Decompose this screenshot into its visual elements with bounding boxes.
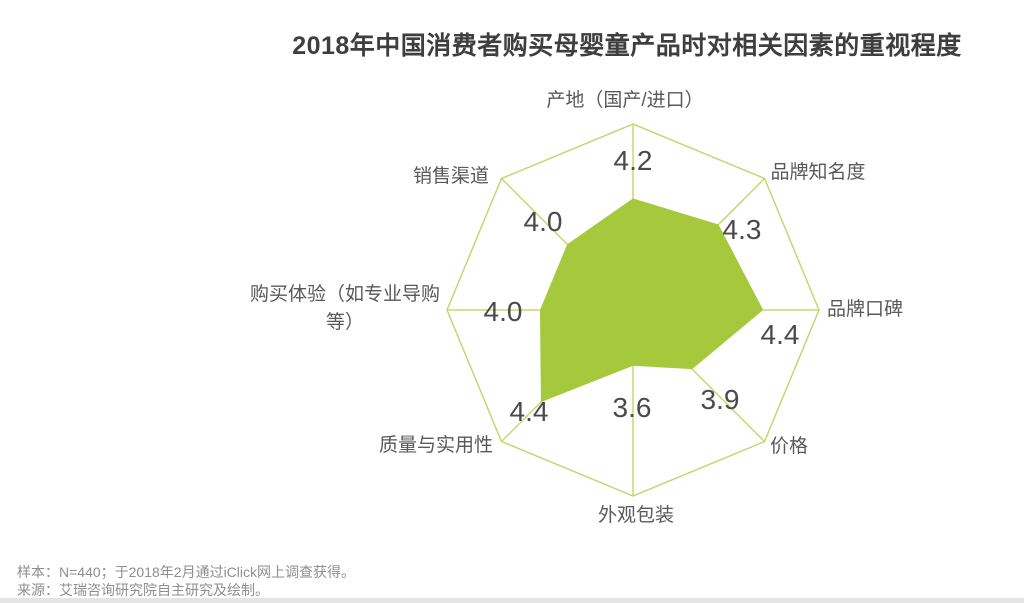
value-label: 3.9 xyxy=(700,384,740,415)
radar-data-area xyxy=(540,198,764,403)
axis-label: 质量与实用性 xyxy=(378,435,494,456)
footer-notes: 样本：N=440；于2018年2月通过iClick网上调查获得。 来源：艾瑞咨询… xyxy=(17,563,355,599)
value-label: 4.0 xyxy=(523,206,563,237)
axis-label: 品牌知名度 xyxy=(770,162,866,183)
axis-label: 品牌口碑 xyxy=(826,299,904,320)
axis-label: 销售渠道 xyxy=(412,166,490,187)
footer-sample-note: 样本：N=440；于2018年2月通过iClick网上调查获得。 xyxy=(17,564,356,580)
value-label: 4.3 xyxy=(722,214,762,245)
axis-label: 产地（国产/进口） xyxy=(546,90,704,111)
axis-label: 价格 xyxy=(769,436,809,457)
value-label: 4.4 xyxy=(509,396,549,427)
axis-label: 购买体验（如专业导购等） xyxy=(249,284,440,333)
bottom-edge-bar xyxy=(0,598,1024,603)
value-label: 4.4 xyxy=(760,319,800,350)
value-label: 4.2 xyxy=(613,145,653,176)
value-label: 3.6 xyxy=(612,392,652,423)
footer-source-note: 来源：艾瑞咨询研究院自主研究及绘制。 xyxy=(17,582,269,598)
value-label: 4.0 xyxy=(483,296,523,327)
axis-label: 外观包装 xyxy=(597,505,675,526)
chart-title: 2018年中国消费者购买母婴童产品时对相关因素的重视程度 xyxy=(292,32,962,60)
